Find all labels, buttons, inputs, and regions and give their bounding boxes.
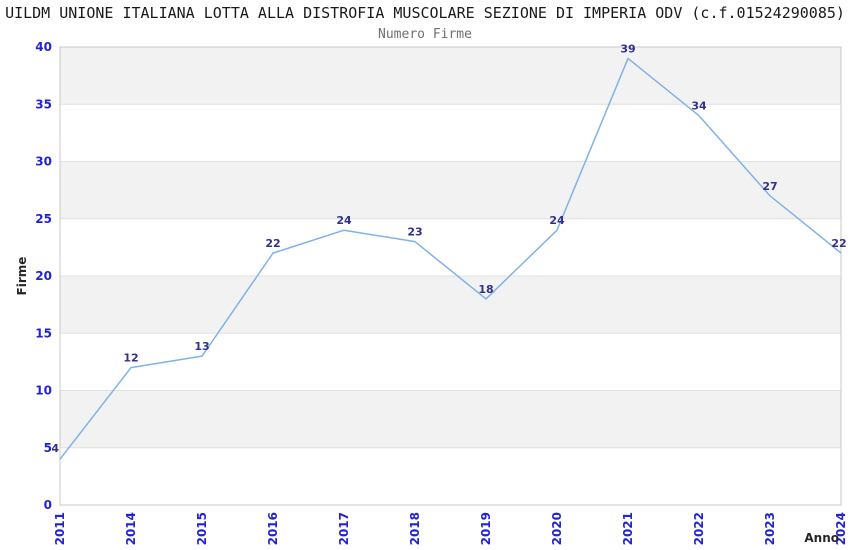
x-tick-label: 2019 [479, 512, 493, 545]
data-label: 24 [549, 214, 565, 227]
white-band [60, 447, 841, 505]
data-label: 12 [123, 352, 138, 365]
data-label: 22 [265, 237, 280, 250]
x-tick-label: 2021 [621, 512, 635, 545]
x-tick-label: 2023 [763, 512, 777, 545]
white-band [60, 218, 841, 276]
x-tick-label: 2015 [195, 512, 209, 545]
x-tick-label: 2020 [550, 512, 564, 545]
x-axis-title: Anno [804, 531, 839, 545]
chart-title: UILDM UNIONE ITALIANA LOTTA ALLA DISTROF… [5, 4, 845, 22]
gray-band [60, 47, 841, 105]
white-band [60, 333, 841, 391]
plot-frame [59, 46, 842, 506]
y-tick-label: 35 [35, 97, 52, 111]
data-label: 27 [762, 180, 777, 193]
data-label: 4 [51, 442, 59, 455]
data-label: 22 [831, 237, 846, 250]
y-tick-label: 15 [35, 326, 52, 340]
data-label: 23 [407, 226, 422, 239]
x-tick-label: 2016 [266, 512, 280, 545]
x-tick-label: 2022 [692, 512, 706, 545]
x-tick-label: 2011 [53, 512, 67, 545]
y-tick-label: 30 [35, 155, 52, 169]
y-tick-label: 0 [44, 498, 52, 512]
y-tick-label: 25 [35, 212, 52, 226]
gridlines [60, 46, 841, 506]
data-label: 18 [478, 283, 493, 296]
x-tick-label: 2017 [337, 512, 351, 545]
x-axis-tick-labels: 2011 2014 2015 2016 2017 2018 2019 2020 2021 2022… [53, 512, 848, 545]
white-band [60, 104, 841, 162]
data-labels: 4 12 13 22 24 23 18 24 39 34 27 22 [51, 42, 846, 455]
y-tick-label: 5 [44, 441, 52, 455]
gray-band [60, 390, 841, 448]
y-axis-title: Firme [15, 257, 29, 296]
y-tick-label: 10 [35, 384, 52, 398]
gray-band [60, 276, 841, 334]
plot-bands [60, 47, 841, 505]
data-label: 39 [620, 42, 635, 55]
gray-band [60, 161, 841, 219]
x-tick-label: 2014 [124, 512, 138, 545]
x-tick-label: 2018 [408, 512, 422, 545]
data-label: 24 [336, 214, 352, 227]
chart-subtitle: Numero Firme [378, 27, 472, 42]
y-tick-label: 40 [35, 40, 52, 54]
data-label: 34 [691, 100, 707, 113]
y-tick-label: 20 [35, 269, 52, 283]
data-label: 13 [194, 340, 209, 353]
y-axis-tick-labels: 0 5 10 15 20 25 30 35 40 [35, 40, 52, 512]
series-line [59, 57, 842, 460]
x-tick-label: 2024 [834, 512, 848, 545]
